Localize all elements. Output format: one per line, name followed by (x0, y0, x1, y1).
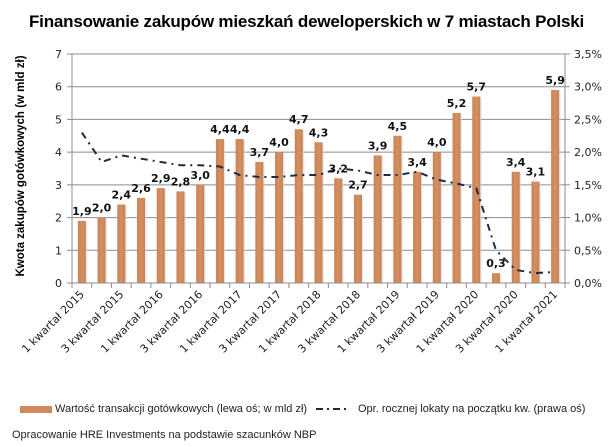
left-tick-label: 6 (55, 81, 62, 94)
left-axis-ticks: 0 1 2 3 4 5 6 7 (55, 48, 72, 290)
bar (452, 112, 461, 283)
bar (314, 142, 323, 283)
legend-bar-label: Wartość transakcji gotówkowych (lewa oś;… (55, 403, 308, 415)
bar (334, 178, 343, 283)
right-tick-label: 0,0% (574, 277, 602, 290)
data-label: 4,0 (269, 136, 289, 149)
left-tick-label: 0 (55, 277, 62, 290)
right-tick-label: 2,5% (574, 113, 602, 126)
right-tick-label: 0,5% (574, 244, 602, 257)
right-tick-label: 3,5% (574, 48, 602, 61)
data-label: 3,2 (328, 162, 348, 175)
data-label: 2,0 (92, 202, 112, 215)
left-tick-label: 4 (55, 146, 62, 159)
bar (551, 89, 560, 283)
bar (511, 171, 520, 283)
data-label: 2,6 (131, 182, 151, 195)
bar (531, 181, 540, 283)
data-label: 3,7 (250, 146, 270, 159)
right-tick-label: 3,0% (574, 81, 602, 94)
bar (117, 204, 126, 283)
data-label: 3,1 (526, 166, 546, 179)
chart-canvas: 0 1 2 3 4 5 6 7 0,0% 0,5% 1,0% 1,5% 2,0% 2,5% 3,0% 3,5… (19, 48, 602, 356)
data-label: 3,0 (190, 169, 210, 182)
right-tick-label: 1,0% (574, 212, 602, 225)
right-axis-ticks: 0,0% 0,5% 1,0% 1,5% 2,0% 2,5% 3,0% 3,5% (565, 48, 602, 290)
line-series (81, 131, 556, 275)
bar (294, 129, 303, 283)
bar (275, 152, 284, 283)
data-label: 5,9 (545, 74, 565, 87)
bar (353, 194, 362, 283)
left-tick-label: 2 (55, 212, 62, 225)
left-tick-label: 3 (55, 179, 62, 192)
bar (77, 220, 86, 283)
bar (235, 139, 244, 283)
source-note: Opracowanie HRE Investments na podstawie… (12, 429, 317, 441)
bar (255, 161, 264, 283)
data-label: 1,9 (72, 205, 92, 218)
data-label: 2,7 (348, 179, 368, 192)
data-label: 4,4 (230, 123, 250, 136)
chart-title: Finansowanie zakupów mieszkań dewelopers… (28, 12, 584, 31)
data-label: 2,9 (151, 172, 171, 185)
bar (491, 273, 500, 283)
bar (176, 191, 185, 283)
left-tick-label: 1 (55, 244, 62, 257)
data-label: 5,7 (467, 81, 487, 94)
bar (373, 155, 382, 283)
data-label: 5,2 (447, 97, 467, 110)
bar-series (77, 89, 561, 284)
bar (137, 197, 146, 283)
data-label: 3,4 (506, 156, 526, 169)
axes (71, 54, 566, 288)
legend-line-label: Opr. rocznej lokaty na początku kw. (pra… (358, 403, 586, 415)
bar (215, 139, 224, 283)
data-label: 0,3 (486, 257, 506, 270)
data-label: 4,7 (289, 113, 309, 126)
data-label: 3,4 (407, 156, 427, 169)
data-label: 4,4 (210, 123, 230, 136)
bar (432, 152, 441, 283)
left-tick-label: 5 (55, 113, 62, 126)
bar (196, 184, 205, 283)
data-label: 4,5 (388, 120, 408, 133)
data-label: 4,0 (427, 136, 447, 149)
right-tick-label: 2,0% (574, 146, 602, 159)
data-label: 2,4 (112, 188, 132, 201)
data-label: 4,3 (309, 126, 329, 139)
bar (413, 171, 422, 283)
data-label: 3,9 (368, 139, 388, 152)
legend-item-line: Opr. rocznej lokaty na początku kw. (pra… (316, 403, 585, 415)
bar (156, 188, 165, 283)
data-label: 2,8 (171, 175, 191, 188)
left-tick-label: 7 (55, 48, 62, 61)
data-labels: 1,9 2,02,42,62,9 2,83,04,4 4,43,74,04,74,33… (72, 74, 565, 270)
legend-line-swatch (316, 408, 350, 410)
legend-item-bars: Wartość transakcji gotówkowych (lewa oś;… (20, 403, 307, 415)
right-tick-label: 1,5% (574, 179, 602, 192)
bar (393, 135, 402, 283)
legend-bar-swatch (20, 405, 52, 413)
bar (97, 217, 106, 283)
